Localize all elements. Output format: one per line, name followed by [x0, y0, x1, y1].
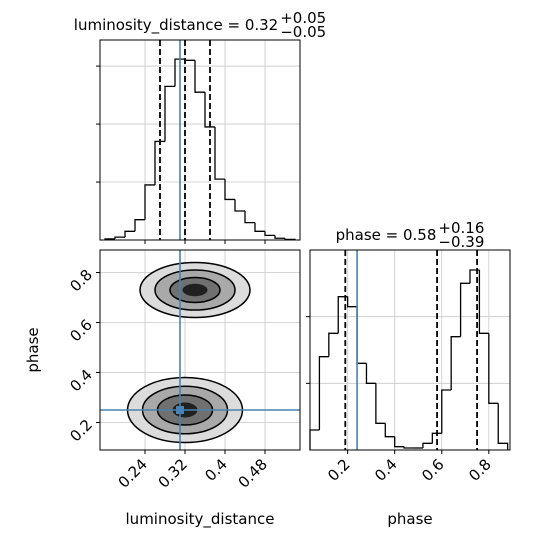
hist-bin: [469, 269, 480, 284]
y-tick-label: 0.6: [66, 316, 96, 346]
title-lower: −0.39: [438, 233, 484, 251]
x-axis-label: luminosity_distance: [126, 510, 275, 529]
hist-bin: [124, 230, 135, 238]
axes-frame: [99, 39, 301, 241]
x-tick-label: 0.32: [155, 455, 191, 491]
hist-bin: [459, 282, 470, 337]
hist-bin: [478, 270, 489, 334]
x-tick-label: 0.48: [235, 455, 271, 491]
y-axis-label: phase: [24, 327, 42, 372]
x-tick-label: 0.6: [418, 455, 448, 485]
x-tick-label: 0.8: [465, 455, 495, 485]
hist-bin: [254, 222, 265, 232]
hist-bin: [154, 140, 165, 185]
title-upper: +0.05: [280, 9, 326, 27]
title-lower: −0.05: [280, 23, 326, 41]
hist-bin: [422, 442, 433, 448]
y-tick-label: 0.4: [66, 366, 96, 396]
hist-bin: [194, 60, 205, 93]
hist-bin: [365, 363, 376, 384]
hist-bin: [441, 389, 452, 434]
hist-bin: [356, 306, 367, 364]
x-tick-label: 0.4: [201, 455, 231, 485]
hist-bin: [384, 423, 395, 438]
hist-bin: [174, 58, 185, 87]
hist-bin: [204, 92, 215, 128]
truth-point: [176, 406, 184, 414]
x-tick-label: 0.24: [115, 455, 151, 491]
hist-bin: [488, 333, 499, 404]
hist-bin: [346, 296, 358, 308]
x-tick-label: 0.4: [371, 455, 401, 485]
title-upper: +0.16: [438, 219, 484, 237]
contour-group: [126, 261, 251, 444]
hist-bin: [114, 236, 125, 239]
panel-title: luminosity_distance = 0.32: [74, 16, 278, 35]
hist-bin: [134, 219, 145, 232]
hist-bin: [214, 126, 225, 180]
hist-bin: [309, 429, 320, 450]
axes-frame: [99, 249, 301, 451]
hist-bin: [318, 356, 329, 430]
hist-bin: [403, 446, 414, 449]
hist-bin: [164, 85, 175, 142]
panel-title: phase = 0.58: [336, 226, 437, 244]
hist-bin: [328, 332, 339, 357]
y-tick-label: 0.2: [66, 416, 96, 446]
hist-bin: [234, 199, 245, 212]
hist-bin: [375, 383, 386, 424]
axes-frame: [309, 249, 511, 451]
x-tick-label: 0.2: [324, 455, 354, 485]
hist-bin: [184, 59, 195, 61]
hist-bin: [264, 231, 275, 237]
hist-bin: [450, 336, 461, 390]
y-tick-label: 0.8: [66, 266, 96, 296]
hist-bin: [144, 184, 155, 220]
hist-bin: [274, 235, 285, 239]
hist-bin: [337, 296, 348, 334]
hist-bin: [224, 179, 235, 201]
contour-level: [182, 283, 208, 297]
hist-bin: [431, 432, 442, 444]
x-axis-label: phase: [387, 510, 432, 528]
hist-bin: [497, 403, 509, 450]
hist-bin: [244, 211, 255, 224]
hist-bin: [394, 436, 405, 448]
